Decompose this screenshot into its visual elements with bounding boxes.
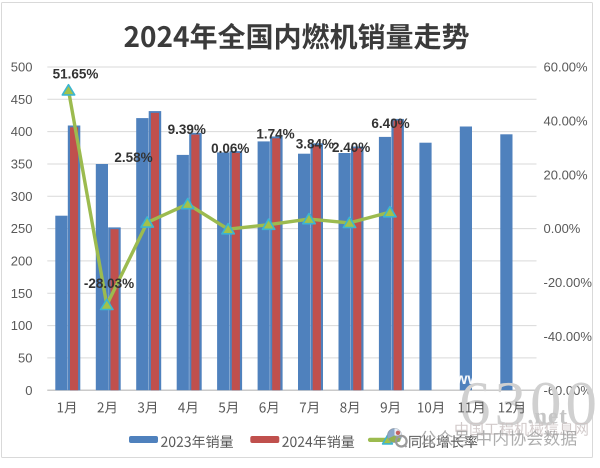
svg-text:6.40%: 6.40% <box>371 116 409 131</box>
svg-text:2.40%: 2.40% <box>332 140 370 155</box>
svg-text:0: 0 <box>25 383 32 398</box>
svg-text:400: 400 <box>11 124 33 139</box>
svg-text:0.06%: 0.06% <box>211 141 249 156</box>
svg-text:www.: www. <box>454 371 496 388</box>
svg-text:200: 200 <box>11 254 33 269</box>
svg-text:450: 450 <box>11 92 33 107</box>
svg-text:-20.00%: -20.00% <box>544 275 593 290</box>
svg-text:50: 50 <box>18 351 32 366</box>
svg-text:-40.00%: -40.00% <box>544 329 593 344</box>
svg-text:350: 350 <box>11 157 33 172</box>
svg-text:300: 300 <box>11 189 33 204</box>
svg-text:500: 500 <box>11 60 33 75</box>
svg-text:51.65%: 51.65% <box>53 66 99 81</box>
svg-text:100: 100 <box>11 318 33 333</box>
svg-text:3.84%: 3.84% <box>296 136 334 151</box>
svg-text:0.00%: 0.00% <box>544 221 581 236</box>
svg-text:250: 250 <box>11 221 33 236</box>
svg-text:60.00%: 60.00% <box>544 60 589 75</box>
svg-text:9.39%: 9.39% <box>168 122 206 137</box>
svg-text:2.58%: 2.58% <box>114 150 152 165</box>
svg-text:40.00%: 40.00% <box>544 114 589 129</box>
svg-text:-60.00%: -60.00% <box>544 383 593 398</box>
svg-text:20.00%: 20.00% <box>544 167 589 182</box>
svg-text:150: 150 <box>11 286 33 301</box>
svg-text:1.74%: 1.74% <box>256 127 294 142</box>
svg-text:-28.03%: -28.03% <box>84 276 134 291</box>
